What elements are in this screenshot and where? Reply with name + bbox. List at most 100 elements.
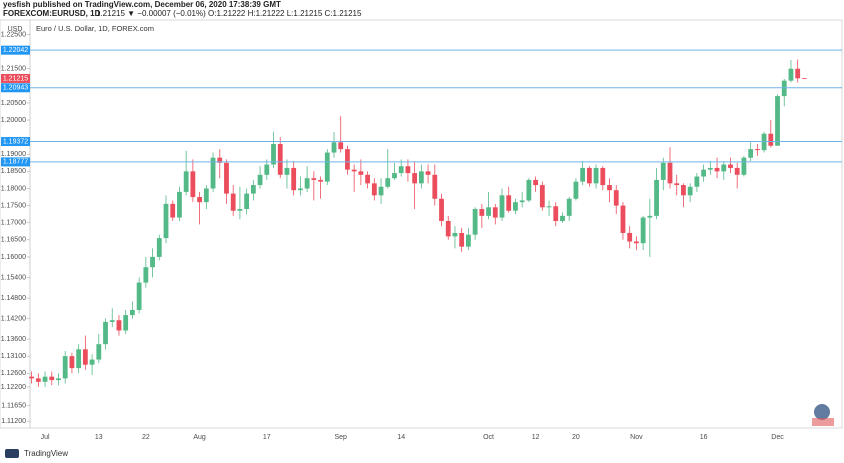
candle-body	[432, 174, 438, 199]
y-tick-label: 1.13600	[1, 336, 26, 343]
x-tick-label: Jul	[41, 434, 50, 441]
x-tick-label: 14	[397, 434, 405, 441]
candle-body	[654, 179, 659, 216]
candle-body	[190, 171, 196, 198]
candle-body	[398, 166, 404, 174]
candle-body	[177, 191, 182, 218]
candle-body	[600, 167, 606, 186]
y-tick-label: 1.18500	[1, 168, 26, 175]
candle-body	[459, 232, 465, 247]
candle-body	[29, 376, 34, 379]
candle-body	[62, 356, 68, 379]
y-tick-label: 1.12600	[1, 370, 26, 377]
candle-body	[331, 142, 337, 153]
candle-body	[519, 200, 525, 203]
y-tick-label: 1.20000	[1, 117, 26, 124]
y-tick-label: 1.12200	[1, 384, 26, 391]
candle-body	[526, 179, 532, 201]
last-price-box	[1, 73, 30, 83]
x-tick-label: 22	[142, 434, 150, 441]
candle-body	[802, 78, 807, 80]
candle-body	[244, 193, 250, 210]
level-box	[1, 157, 30, 167]
x-tick-label: Oct	[483, 434, 494, 441]
candle-body	[418, 171, 424, 184]
candle-body	[795, 68, 801, 79]
candle-body	[640, 217, 646, 244]
candle-body	[345, 149, 350, 170]
candle-body	[472, 209, 478, 235]
candle-body	[136, 282, 142, 310]
candle-body	[49, 376, 55, 381]
candle-body	[647, 215, 653, 218]
level-box	[1, 83, 30, 93]
candle-body	[674, 183, 680, 186]
candle-body	[338, 142, 344, 150]
marks: 1.22500 1.21500 1.20500 1.20000 1.19000 1.185…	[1, 31, 807, 441]
candle-body	[271, 143, 276, 165]
candle-body	[35, 378, 41, 382]
plot-frame	[29, 19, 843, 429]
candle-body	[728, 164, 733, 168]
candle-body	[237, 209, 243, 211]
candle-body	[351, 169, 357, 172]
candle-body	[667, 162, 673, 184]
candle-body	[277, 143, 283, 175]
candle-body	[412, 173, 418, 184]
x-tick-label: Aug	[193, 434, 206, 441]
candle-body	[291, 167, 297, 191]
candle-body	[109, 320, 115, 322]
candle-body	[143, 267, 149, 283]
level-label: 1.20943	[3, 85, 28, 92]
candle-body	[533, 179, 538, 186]
candle-body	[378, 186, 384, 196]
candle-body	[69, 356, 75, 369]
symbol: FOREXCOM:EURUSD, 1D	[3, 9, 101, 18]
level-label: 1.19372	[3, 138, 28, 145]
y-tick-label: 1.22500	[1, 31, 26, 38]
x-tick-label: 20	[572, 434, 580, 441]
level-box	[1, 45, 30, 55]
candle-body	[385, 178, 391, 187]
candle-body	[492, 207, 498, 218]
candle-body	[721, 164, 727, 172]
candle-body	[230, 193, 236, 211]
candle-body	[96, 344, 102, 360]
candle-body	[486, 207, 491, 216]
candle-body	[694, 176, 700, 187]
candle-body	[103, 321, 108, 345]
candle-body	[371, 183, 377, 196]
candle-body	[781, 80, 787, 97]
candle-body	[264, 164, 270, 175]
candle-body	[405, 166, 411, 174]
candle-body	[513, 202, 518, 211]
candle-body	[593, 167, 599, 184]
candle-body	[560, 215, 565, 221]
y-tick-label: 1.17000	[1, 220, 26, 227]
candle-body	[506, 195, 512, 211]
candle-body	[284, 167, 290, 175]
overlay: 1.22042 1.20943 1.19372 1.18777 1.21215	[1, 45, 842, 167]
candle-body	[123, 315, 129, 331]
y-tick-label: 1.20500	[1, 100, 26, 107]
candle-body	[539, 185, 545, 208]
candle-body	[580, 167, 586, 182]
x-tick-label: 13	[95, 434, 103, 441]
candle-body	[170, 203, 176, 218]
watermark	[812, 404, 834, 426]
y-tick-label: 1.19000	[1, 151, 26, 158]
candle-body	[42, 376, 48, 382]
y-tick-label: 1.16000	[1, 254, 26, 261]
candle-body	[324, 152, 330, 182]
candle-body	[358, 171, 364, 175]
candle-body	[546, 206, 552, 208]
candle-body	[788, 68, 794, 81]
candle-body	[210, 157, 216, 189]
x-tick-label: Sep	[334, 434, 347, 441]
candle-body	[82, 349, 88, 365]
x-tick-label: 16	[700, 434, 708, 441]
candle-body	[660, 162, 666, 180]
y-tick-label: 1.17500	[1, 202, 26, 209]
